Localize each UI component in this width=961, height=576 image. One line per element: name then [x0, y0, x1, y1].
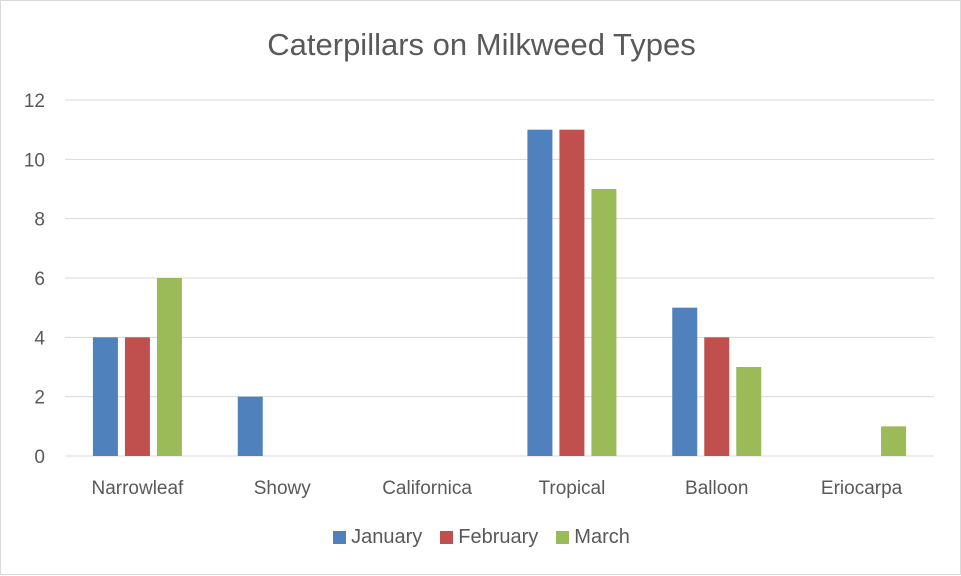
bar: [124, 337, 150, 456]
chart-title: Caterpillars on Milkweed Types: [267, 27, 696, 62]
x-tick-label: Narrowleaf: [91, 478, 184, 499]
bar: [672, 307, 698, 456]
legend-label: March: [574, 526, 630, 548]
y-tick-label: 0: [34, 447, 45, 468]
y-tick-label: 8: [34, 210, 45, 231]
y-tick-label: 4: [34, 328, 45, 349]
y-tick-label: 10: [24, 150, 45, 171]
bar: [736, 367, 762, 456]
bar: [527, 129, 553, 456]
y-tick-label: 2: [34, 388, 45, 409]
bar: [559, 129, 585, 456]
legend-label: February: [458, 526, 539, 548]
legend-item: February: [440, 526, 538, 549]
x-tick-label: Showy: [254, 478, 312, 499]
legend-item: January: [333, 526, 422, 549]
bar: [881, 426, 907, 456]
bar: [156, 278, 182, 456]
bar: [92, 337, 118, 456]
legend-label: January: [351, 526, 423, 548]
y-tick-label: 12: [24, 91, 45, 112]
x-tick-label: Balloon: [685, 478, 748, 499]
legend: January February March: [1, 526, 961, 549]
x-tick-label: Eriocarpa: [821, 478, 903, 499]
legend-swatch: [333, 531, 347, 544]
bar: [591, 189, 617, 456]
x-tick-label: Tropical: [538, 478, 605, 499]
x-tick-label: Californica: [382, 478, 472, 499]
bar: [704, 337, 730, 456]
y-tick-label: 6: [34, 269, 45, 290]
legend-swatch: [556, 531, 570, 544]
legend-swatch: [440, 531, 454, 544]
bar: [237, 396, 263, 456]
legend-item: March: [556, 526, 630, 549]
